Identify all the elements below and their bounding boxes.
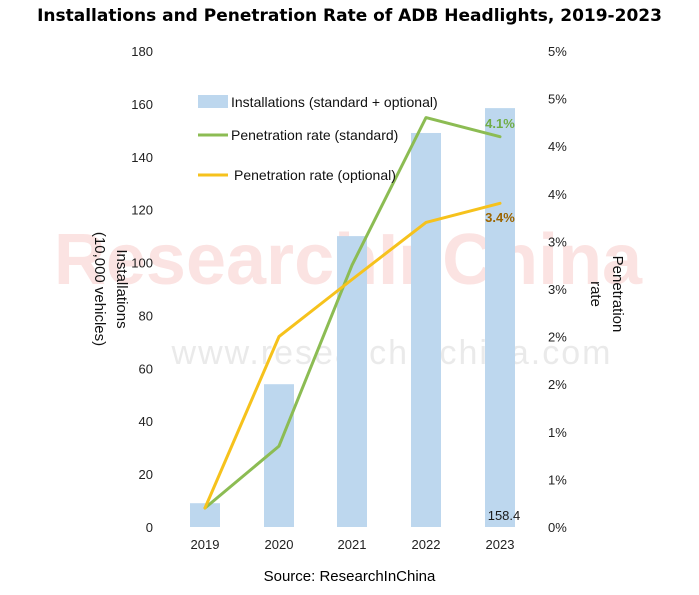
source-note: Source: ResearchInChina [263,568,436,585]
right-axis-title: Penetrationrate [587,256,626,333]
left-tick-label: 60 [139,361,153,376]
left-tick-label: 120 [131,203,153,218]
legend-label-installations: Installations (standard + optional) [231,94,438,110]
bar-2021 [337,236,367,527]
axis-titles: Installations(10,000 vehicles) Penetratio… [91,232,626,346]
legend-label-standard: Penetration rate (standard) [231,127,398,143]
left-tick-label: 20 [139,467,153,482]
left-tick-label: 0 [146,520,153,535]
line-penetration-standard [203,116,502,510]
legend-label-optional: Penetration rate (optional) [234,167,396,183]
right-tick-label: 5% [548,92,567,107]
bar-series [190,108,515,528]
right-tick-label: 1% [548,425,567,440]
legend-swatch-installations [198,95,228,108]
legend: Installations (standard + optional) Penet… [198,94,438,183]
left-axis-title: Installations(10,000 vehicles) [91,232,130,346]
data-label-2023-s2: 3.4% [485,210,515,225]
data-label-2023-s0: 158.4 [488,508,521,523]
x-tick-label: 2021 [338,537,367,552]
right-tick-label: 3% [548,282,567,297]
right-tick-label: 4% [548,139,567,154]
right-tick-label: 0% [548,520,567,535]
line-penetration-optional [203,201,502,510]
x-tick-label: 2023 [486,537,515,552]
left-tick-label: 80 [139,308,153,323]
chart-title: Installations and Penetration Rate of AD… [37,6,662,26]
x-axis-ticks: 2019 2020 2021 2022 2023 [191,537,515,552]
right-tick-label: 4% [548,187,567,202]
bar-2023 [485,108,515,528]
watermark-url: www.researchinchina.com [171,334,613,372]
x-tick-label: 2020 [265,537,294,552]
right-tick-label: 2% [548,377,567,392]
x-tick-label: 2019 [191,537,220,552]
right-tick-label: 5% [548,44,567,59]
left-tick-label: 180 [131,44,153,59]
data-labels: 158.4 4.1% 3.4% [485,116,520,523]
left-tick-label: 160 [131,97,153,112]
data-label-2023-s1: 4.1% [485,116,515,131]
x-tick-label: 2022 [412,537,441,552]
bar-2022 [411,132,441,527]
left-tick-label: 40 [139,414,153,429]
left-tick-label: 100 [131,256,153,271]
left-tick-label: 140 [131,150,153,165]
right-axis-ticks: 0% 1% 1% 2% 2% 3% 3% 4% 4% 5% 5% [548,44,567,535]
right-tick-label: 1% [548,472,567,487]
bar-2019 [190,503,220,527]
right-tick-label: 2% [548,330,567,345]
right-tick-label: 3% [548,234,567,249]
line-series [203,116,502,510]
left-axis-ticks: 0 20 40 60 80 100 120 140 160 180 [131,44,153,535]
